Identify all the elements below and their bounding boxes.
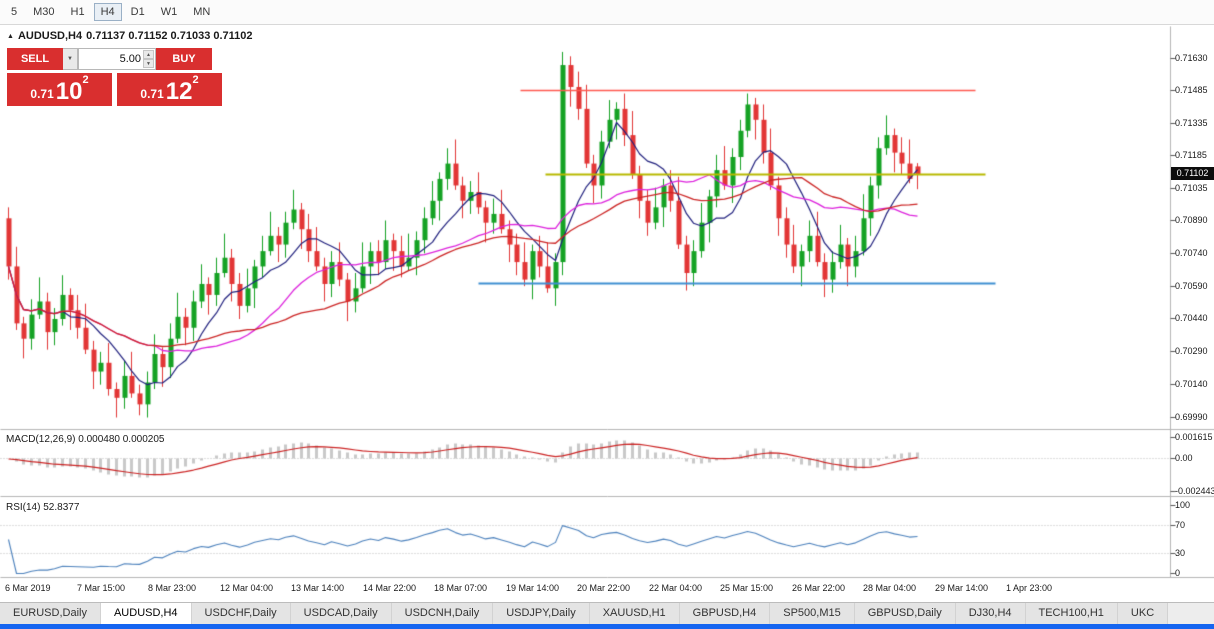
price-axis-label: 0.70890	[1175, 215, 1208, 225]
sell-price-big: 10	[55, 78, 83, 105]
chart-tab-tech100-h1[interactable]: TECH100,H1	[1025, 603, 1118, 624]
chart-header: ▲ AUDUSD,H4 0.71137 0.71152 0.71033 0.71…	[7, 30, 253, 42]
price-axis-label: 0.70440	[1175, 313, 1208, 323]
chart-symbol-label: AUDUSD,H4	[17, 30, 83, 42]
one-click-trade-panel: SELL ▼ 5.00 ▲ ▼ BUY 0.71 10 2 0.71 12	[7, 48, 231, 106]
price-axis-label: 0.71035	[1175, 183, 1208, 193]
chart-tab-audusd-h4[interactable]: AUDUSD,H4	[100, 603, 192, 624]
sell-price-sup: 2	[82, 74, 89, 86]
macd-axis-label: -0.002443	[1175, 486, 1214, 496]
chart-tab-usdchf-daily[interactable]: USDCHF,Daily	[191, 603, 291, 624]
time-axis-label: 28 Mar 04:00	[863, 583, 917, 593]
volume-value: 5.00	[119, 53, 141, 65]
time-axis-label: 25 Mar 15:00	[720, 583, 774, 593]
time-axis-label: 13 Mar 14:00	[291, 583, 345, 593]
chart-tab-sp500-m15[interactable]: SP500,M15	[770, 603, 855, 624]
rsi-axis-label: 100	[1175, 500, 1191, 510]
macd-axis-label: 0.001615	[1175, 432, 1213, 442]
timeframe-button-d1[interactable]: D1	[130, 6, 145, 18]
sell-button[interactable]: SELL	[7, 48, 63, 70]
time-axis-label: 7 Mar 15:00	[77, 583, 126, 593]
chart-tab-xauusd-h1[interactable]: XAUUSD,H1	[589, 603, 680, 624]
price-axis-label: 0.69990	[1175, 412, 1208, 422]
chart-ohlc-values: 0.71137 0.71152 0.71033 0.71102	[86, 30, 253, 42]
rsi-axis-label: 70	[1175, 520, 1186, 530]
price-axis-label: 0.71335	[1175, 118, 1208, 128]
time-axis-label: 8 Mar 23:00	[148, 583, 197, 593]
time-axis-label: 1 Apr 23:00	[1006, 583, 1053, 593]
buy-price-base: 0.71	[140, 87, 164, 101]
chart-tab-gbpusd-daily[interactable]: GBPUSD,Daily	[854, 603, 956, 624]
chart-tab-usdcad-daily[interactable]: USDCAD,Daily	[290, 603, 392, 624]
price-axis-label: 0.70740	[1175, 248, 1208, 258]
rsi-indicator-label: RSI(14) 52.8377	[6, 502, 80, 513]
timeframe-button-m30[interactable]: M30	[33, 6, 55, 18]
chart-window: ▲ AUDUSD,H4 0.71137 0.71152 0.71033 0.71…	[0, 26, 1214, 602]
buy-price-display[interactable]: 0.71 12 2	[117, 73, 222, 106]
buy-price-sup: 2	[192, 74, 199, 86]
sell-price-base: 0.71	[30, 87, 54, 101]
sell-price-display[interactable]: 0.71 10 2	[7, 73, 112, 106]
timeframe-button-group: 5 M30 H1 H4 D1 W1 MN	[4, 3, 217, 21]
price-axis-label: 0.71485	[1175, 85, 1208, 95]
symbol-marker-icon: ▲	[7, 32, 14, 40]
timeframe-button-5[interactable]: 5	[11, 6, 18, 18]
time-axis-label: 14 Mar 22:00	[363, 583, 417, 593]
volume-dropdown-button[interactable]: ▼	[63, 48, 78, 70]
price-axis-label: 0.70290	[1175, 346, 1208, 356]
chart-tab-dj30-h4[interactable]: DJ30,H4	[955, 603, 1026, 624]
chart-tab-eurusd-daily[interactable]: EURUSD,Daily	[0, 603, 101, 624]
timeframe-button-w1[interactable]: W1	[160, 6, 178, 18]
time-axis-label: 22 Mar 04:00	[649, 583, 703, 593]
rsi-axis-label: 30	[1175, 548, 1186, 558]
chart-tab-usdcnh-daily[interactable]: USDCNH,Daily	[391, 603, 494, 624]
price-chart-canvas[interactable]	[0, 26, 1214, 602]
price-axis-label: 0.71630	[1175, 53, 1208, 63]
rsi-axis-label: 0	[1175, 568, 1181, 578]
current-price-tag: 0.71102	[1171, 167, 1214, 180]
buy-price-big: 12	[165, 78, 193, 105]
window-status-strip	[0, 624, 1214, 629]
volume-down-button[interactable]: ▼	[143, 59, 154, 68]
price-axis-label: 0.70590	[1175, 281, 1208, 291]
macd-indicator-label: MACD(12,26,9) 0.000480 0.000205	[6, 434, 165, 445]
volume-input[interactable]: 5.00 ▲ ▼	[78, 48, 156, 70]
timeframe-button-mn[interactable]: MN	[193, 6, 211, 18]
time-axis-label: 19 Mar 14:00	[506, 583, 560, 593]
price-axis-label: 0.71185	[1175, 150, 1207, 160]
time-axis-label: 12 Mar 04:00	[220, 583, 274, 593]
macd-axis-label: 0.00	[1175, 453, 1193, 463]
timeframe-toolbar: 5 M30 H1 H4 D1 W1 MN	[0, 0, 1214, 25]
time-axis-label: 20 Mar 22:00	[577, 583, 631, 593]
price-axis-label: 0.70140	[1175, 379, 1208, 389]
volume-up-button[interactable]: ▲	[143, 50, 154, 59]
buy-button[interactable]: BUY	[156, 48, 212, 70]
chart-tab-usdjpy-daily[interactable]: USDJPY,Daily	[493, 603, 590, 624]
timeframe-button-h4[interactable]: H4	[93, 3, 122, 21]
time-axis-label: 26 Mar 22:00	[792, 583, 846, 593]
timeframe-button-h1[interactable]: H1	[70, 6, 85, 18]
time-axis-label: 29 Mar 14:00	[935, 583, 989, 593]
chart-tab-gbpusd-h4[interactable]: GBPUSD,H4	[679, 603, 771, 624]
chevron-down-icon: ▼	[67, 56, 73, 62]
time-axis-label: 6 Mar 2019	[5, 583, 51, 593]
chart-tab-ukc[interactable]: UKC	[1117, 603, 1169, 624]
chart-tab-bar: EURUSD,Daily AUDUSD,H4 USDCHF,Daily USDCAD,…	[0, 602, 1214, 624]
time-axis-label: 18 Mar 07:00	[434, 583, 488, 593]
